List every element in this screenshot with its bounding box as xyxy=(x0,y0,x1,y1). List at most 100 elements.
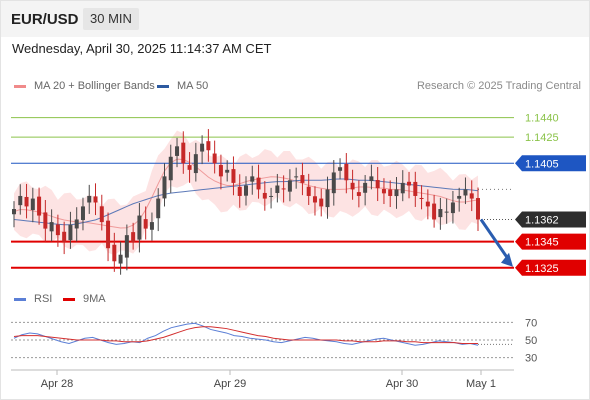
candle-body xyxy=(363,182,368,193)
candle-body xyxy=(300,175,305,183)
rsi-series-9ma xyxy=(13,326,478,345)
candle-body xyxy=(275,185,280,193)
candle-body xyxy=(118,254,123,264)
candle-body xyxy=(162,176,167,199)
candle-body xyxy=(344,163,349,181)
candle-body xyxy=(212,153,217,164)
price-tag-1-1405 xyxy=(515,155,586,172)
x-tick-label: Apr 29 xyxy=(214,378,246,390)
candle-body xyxy=(476,198,480,220)
candle-body xyxy=(244,185,248,196)
candle-body xyxy=(106,220,111,249)
candle-body xyxy=(175,146,180,156)
candle-body xyxy=(331,172,336,194)
candle-body xyxy=(356,192,361,196)
candle-body xyxy=(438,209,443,218)
timeframe-button[interactable]: 30 MIN xyxy=(83,8,139,30)
candle-body xyxy=(156,198,161,219)
symbol-title: EUR/USD xyxy=(11,11,79,28)
candle-body xyxy=(231,169,236,183)
price-label-1-1425: 1.1425 xyxy=(525,132,559,144)
candle-body xyxy=(469,193,474,199)
forecast-arrow-shaft xyxy=(479,218,510,260)
legend-ma50: MA 50 xyxy=(157,80,208,92)
candle-body xyxy=(49,222,54,232)
candle-body xyxy=(143,219,148,229)
candle-body xyxy=(168,156,173,181)
price-label-1-1325: 1.1325 xyxy=(525,263,559,275)
candle-body xyxy=(294,176,299,178)
candle-body xyxy=(55,224,60,236)
candle-body xyxy=(369,176,374,182)
candle-body xyxy=(218,165,223,177)
candle-body xyxy=(124,235,129,258)
legend-9ma-label: 9MA xyxy=(83,293,106,305)
rsi-tick-30: 30 xyxy=(525,353,537,365)
candle-body xyxy=(62,231,67,242)
candle-body xyxy=(388,189,393,196)
legend-ma50-label: MA 50 xyxy=(177,80,209,92)
candle-body xyxy=(18,195,23,206)
candle-body xyxy=(250,176,255,182)
candle-body xyxy=(99,206,104,223)
candle-body xyxy=(312,196,317,203)
candle-body xyxy=(262,192,267,199)
candle-body xyxy=(149,222,154,230)
ma20-swatch-icon xyxy=(14,84,26,88)
rsi-tick-50: 50 xyxy=(525,335,537,347)
rsi-swatch-icon xyxy=(14,297,26,301)
candle-body xyxy=(187,165,192,170)
candle-body xyxy=(137,215,142,240)
candle-body xyxy=(419,197,424,199)
candle-body xyxy=(80,206,85,221)
chart-datetime: Wednesday, April 30, 2025 11:14:37 AM CE… xyxy=(12,41,272,56)
price-label-1-1440: 1.1440 xyxy=(525,113,559,125)
candle-body xyxy=(444,211,449,213)
candles-group xyxy=(12,129,480,275)
candle-body xyxy=(450,202,455,214)
legend-rsi: RSI xyxy=(14,293,52,305)
candle-body xyxy=(319,198,324,207)
candle-body xyxy=(287,180,292,192)
candle-body xyxy=(457,195,462,199)
candle-body xyxy=(112,244,117,262)
candle-body xyxy=(237,186,242,196)
price-tag-1-1325 xyxy=(515,259,586,276)
candle-body xyxy=(193,154,198,174)
candle-body xyxy=(225,169,230,173)
candle-body xyxy=(206,141,211,151)
candle-body xyxy=(413,181,418,196)
candle-body xyxy=(256,177,261,190)
candle-body xyxy=(37,196,42,216)
legend-ma20: MA 20 + Bollinger Bands xyxy=(14,80,155,92)
price-label-1-1345: 1.1345 xyxy=(525,237,559,249)
candle-body xyxy=(200,143,205,152)
candle-body xyxy=(407,181,412,186)
candle-body xyxy=(400,182,405,194)
rsi-series-rsi xyxy=(13,322,479,346)
ma9-swatch-icon xyxy=(63,297,75,301)
rsi-tick-70: 70 xyxy=(525,317,537,329)
candle-body xyxy=(394,189,399,197)
candle-body xyxy=(281,188,286,190)
candle-body xyxy=(131,232,136,242)
candle-body xyxy=(425,201,430,207)
candle-body xyxy=(269,195,274,197)
chart-header: EUR/USD 30 MIN xyxy=(1,1,589,37)
x-tick-label: Apr 28 xyxy=(41,378,73,390)
legend-rsi-label: RSI xyxy=(34,293,53,305)
candle-body xyxy=(325,189,330,208)
legend-9ma: 9MA xyxy=(63,293,106,305)
ma50-swatch-icon xyxy=(157,84,169,88)
x-tick-label: May 1 xyxy=(466,378,496,390)
x-tick-label: Apr 30 xyxy=(386,378,418,390)
candle-body xyxy=(375,180,380,189)
price-label-1-1362: 1.1362 xyxy=(525,214,559,226)
forecast-arrow-icon xyxy=(501,252,513,267)
candle-body xyxy=(338,167,343,171)
candle-body xyxy=(181,142,186,164)
candle-body xyxy=(93,196,98,203)
source-credit: Research © 2025 Trading Central xyxy=(416,80,581,92)
price-tag-1-1362 xyxy=(515,211,586,228)
